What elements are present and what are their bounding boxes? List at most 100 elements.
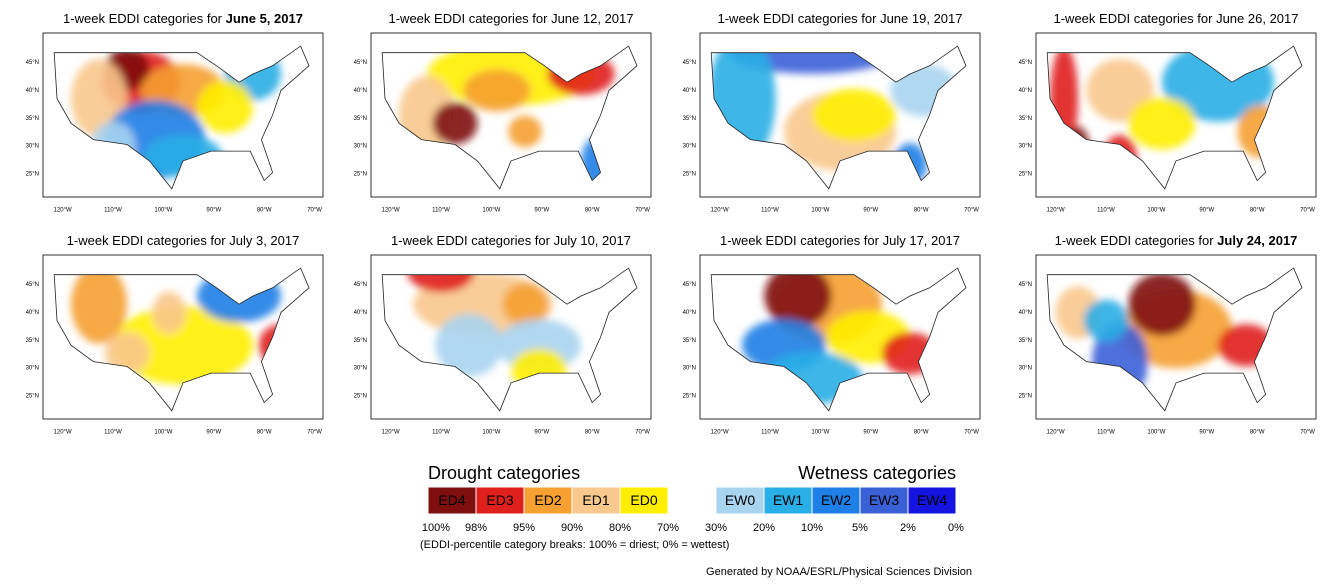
blobs [407, 268, 581, 391]
lat-label: 25°N [354, 394, 367, 400]
lon-label: 70°W [307, 430, 322, 436]
lat-label: 30°N [26, 144, 39, 150]
break-label: 0% [948, 522, 964, 534]
map-fill [1036, 33, 1316, 197]
category-region [812, 88, 896, 142]
lat-label: 40°N [1019, 310, 1032, 316]
wetness-heading: Wetness categories [798, 463, 956, 483]
lat-label: 45°N [26, 282, 39, 288]
map-panel: 1-week EDDI categories for June 5, 2017 4… [26, 11, 324, 214]
lon-label: 120°W [1047, 430, 1065, 436]
lat-label: 40°N [26, 88, 39, 94]
lat-label: 40°N [683, 310, 696, 316]
legend-label: EW4 [917, 492, 948, 508]
lon-label: 90°W [534, 208, 549, 214]
lon-label: 100°W [482, 208, 500, 214]
map-fill [1036, 255, 1316, 419]
map-fill [700, 255, 980, 419]
lat-label: 35°N [1019, 338, 1032, 344]
legend-label: ED3 [486, 492, 513, 508]
map-frame [699, 254, 981, 420]
panel-title: 1-week EDDI categories for July 10, 2017 [391, 233, 631, 248]
map-fill [371, 255, 651, 419]
title-prefix: 1-week EDDI categories for [391, 233, 554, 248]
title-prefix: 1-week EDDI categories for [67, 233, 230, 248]
title-prefix: 1-week EDDI categories for [718, 11, 881, 26]
lat-label: 40°N [26, 310, 39, 316]
title-prefix: 1-week EDDI categories for [63, 11, 226, 26]
category-region [113, 305, 253, 385]
legend-note: (EDDI-percentile category breaks: 100% =… [420, 539, 729, 551]
lon-label: 80°W [585, 430, 600, 436]
lon-label: 100°W [811, 430, 829, 436]
land [742, 268, 938, 405]
title-prefix: 1-week EDDI categories for [389, 11, 552, 26]
coastline [1046, 45, 1303, 190]
lon-label: 120°W [1047, 208, 1065, 214]
lon-label: 90°W [206, 430, 221, 436]
lat-label: 30°N [354, 144, 367, 150]
title-date: July 10, 2017 [554, 233, 631, 248]
legend-label: EW1 [773, 492, 804, 508]
lat-label: 45°N [1019, 60, 1032, 66]
title-prefix: 1-week EDDI categories for [1055, 233, 1218, 248]
lat-label: 35°N [354, 116, 367, 122]
panel-title: 1-week EDDI categories for June 19, 2017 [718, 11, 963, 26]
lat-label: 35°N [26, 338, 39, 344]
legend-swatch [859, 486, 909, 515]
category-region [1083, 299, 1129, 342]
category-region [104, 332, 150, 375]
legend-label: ED0 [630, 492, 657, 508]
lat-label: 30°N [354, 366, 367, 372]
legend-swatch [619, 486, 669, 515]
lon-label: 70°W [635, 208, 650, 214]
lon-label: 80°W [257, 430, 272, 436]
break-label: 95% [513, 522, 535, 534]
lat-label: 35°N [683, 116, 696, 122]
map-frame [42, 32, 324, 198]
lon-label: 110°W [761, 430, 779, 436]
map-fill [700, 33, 980, 197]
category-region [152, 291, 186, 334]
break-label: 2% [900, 522, 916, 534]
coastline [53, 267, 310, 412]
title-prefix: 1-week EDDI categories for [1054, 11, 1217, 26]
map-panel: 1-week EDDI categories for July 17, 2017… [683, 233, 981, 436]
lon-label: 70°W [1300, 430, 1315, 436]
legend-label: EW2 [821, 492, 852, 508]
legend-label: EW3 [869, 492, 900, 508]
lat-label: 25°N [26, 172, 39, 178]
lon-label: 90°W [1199, 208, 1214, 214]
lon-label: 80°W [585, 208, 600, 214]
lon-label: 80°W [914, 430, 929, 436]
category-region [71, 268, 127, 344]
map-frame [699, 32, 981, 198]
map-fill [43, 255, 323, 419]
title-date: July 3, 2017 [229, 233, 299, 248]
break-label: 80% [609, 522, 631, 534]
category-region [1128, 96, 1196, 150]
lon-label: 70°W [964, 208, 979, 214]
lat-label: 40°N [354, 310, 367, 316]
panel-title: 1-week EDDI categories for June 26, 2017 [1054, 11, 1299, 26]
lon-label: 80°W [1250, 208, 1265, 214]
coastline [381, 45, 638, 190]
coastline [710, 45, 967, 190]
legend-swatch [715, 486, 765, 515]
lon-label: 110°W [761, 208, 779, 214]
map-frame [370, 254, 652, 420]
lat-label: 45°N [26, 60, 39, 66]
title-date: June 19, 2017 [880, 11, 962, 26]
lon-label: 80°W [1250, 430, 1265, 436]
category-region [432, 102, 478, 145]
title-date: June 5, 2017 [226, 11, 303, 26]
category-region [197, 80, 253, 134]
lon-label: 70°W [1300, 208, 1315, 214]
lat-label: 25°N [1019, 394, 1032, 400]
break-label: 98% [465, 522, 487, 534]
legend-label: ED1 [582, 492, 609, 508]
coastline [53, 45, 310, 190]
break-label: 30% [705, 522, 727, 534]
category-region [508, 115, 542, 148]
